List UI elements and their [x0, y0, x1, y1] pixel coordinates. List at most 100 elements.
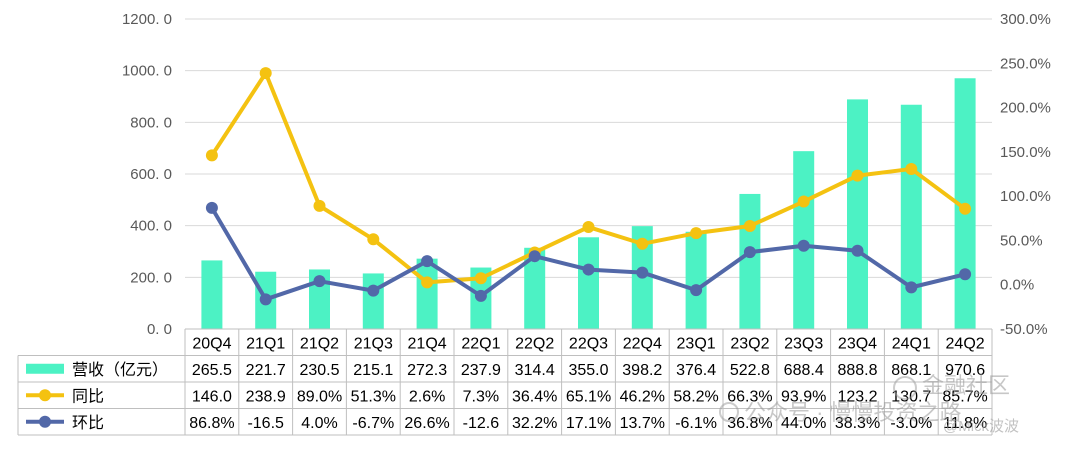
qoq-point	[528, 250, 541, 263]
right-tick-label: 0.0%	[1000, 277, 1034, 294]
table-cell: 314.4	[515, 362, 555, 379]
qoq-point	[205, 201, 218, 214]
table-cell: -16.5	[247, 415, 284, 432]
table-cell: 85.7%	[942, 388, 987, 405]
table-cell: 86.8%	[189, 415, 234, 432]
table-cell: 215.1	[353, 362, 393, 379]
category-label: 22Q3	[569, 335, 608, 352]
qoq-point	[797, 239, 810, 252]
category-label: 20Q4	[192, 335, 231, 352]
table-cell: 230.5	[299, 362, 339, 379]
table-cell: 355.0	[568, 362, 608, 379]
revenue-bar	[416, 258, 438, 329]
category-label: 21Q3	[354, 335, 393, 352]
left-tick-label: 1200. 0	[122, 11, 172, 28]
table-cell: 17.1%	[566, 415, 611, 432]
qoq-point	[636, 266, 649, 279]
yoy-point	[959, 202, 972, 215]
qoq-point	[582, 263, 595, 276]
table-cell: 376.4	[676, 362, 716, 379]
left-tick-label: 400. 0	[130, 218, 172, 235]
right-tick-label: 250.0%	[1000, 55, 1051, 72]
left-axis-ticks: 0. 0 200. 0 400. 0 600. 0 800. 0 1000. 0 1200.…	[122, 11, 172, 338]
category-label: 24Q2	[946, 335, 985, 352]
right-tick-label: 300.0%	[1000, 11, 1051, 28]
yoy-point	[636, 237, 649, 250]
table-cell: -6.1%	[675, 415, 717, 432]
right-tick-label: 150.0%	[1000, 144, 1051, 161]
yoy-point	[851, 169, 864, 182]
yoy-point	[582, 221, 595, 234]
table-cell: 46.2%	[620, 388, 665, 405]
yoy-point	[205, 149, 218, 162]
table-cell: 58.2%	[673, 388, 718, 405]
yoy-point	[367, 233, 380, 246]
qoq-series	[205, 201, 972, 306]
left-tick-label: 800. 0	[130, 114, 172, 131]
table-cell: 237.9	[461, 362, 501, 379]
category-label: 22Q4	[623, 335, 662, 352]
table-cell: -3.0%	[890, 415, 932, 432]
table-cell: 11.8%	[943, 415, 987, 432]
table-cell: -6.7%	[352, 415, 394, 432]
qoq-point	[851, 244, 864, 257]
legend-label: 环比	[72, 414, 104, 432]
table-cell: 238.9	[246, 388, 286, 405]
revenue-bar	[847, 99, 868, 329]
right-tick-label: 50.0%	[1000, 232, 1043, 249]
table-cell: 130.7	[891, 388, 931, 405]
revenue-bar	[578, 237, 599, 329]
table-cell: 688.4	[784, 362, 824, 379]
table-cell: 146.0	[192, 388, 232, 405]
table-cell: 123.2	[837, 388, 877, 405]
table-cell: 13.7%	[620, 415, 665, 432]
yoy-point	[690, 227, 703, 240]
qoq-point	[367, 284, 380, 297]
table-cell: 51.3%	[351, 388, 396, 405]
table-cell: 36.4%	[512, 388, 557, 405]
table-cell: 2.6%	[409, 388, 445, 405]
category-label: 23Q1	[677, 335, 716, 352]
table-cell: 272.3	[407, 362, 447, 379]
category-label: 21Q1	[246, 335, 285, 352]
right-tick-label: 200.0%	[1000, 100, 1051, 117]
legend-label: 同比	[72, 387, 104, 405]
table-cell: 44.0%	[781, 415, 826, 432]
yoy-point	[797, 195, 810, 208]
category-label: 23Q3	[784, 335, 823, 352]
table-cell: 93.9%	[781, 388, 826, 405]
right-axis-ticks: -50.0% 0.0% 50.0% 100.0% 150.0% 200.0% 250.0% 3…	[1000, 11, 1051, 338]
table-cell: 970.6	[945, 362, 985, 379]
table-cell: 7.3%	[463, 388, 499, 405]
legend-swatch-marker	[39, 389, 51, 402]
qoq-point	[905, 281, 918, 294]
yoy-point	[474, 272, 487, 285]
legend-swatch-marker	[39, 415, 51, 428]
yoy-point	[421, 276, 434, 289]
yoy-series	[205, 67, 972, 289]
legend-swatch-bar	[26, 363, 64, 374]
table-cell: 221.7	[246, 362, 286, 379]
revenue-bar	[201, 260, 223, 329]
data-table: 20Q4 21Q1 21Q2 21Q3 21Q4 22Q1 22Q2 22Q3 22Q4 23Q1…	[17, 328, 993, 436]
table-cell: 32.2%	[512, 415, 557, 432]
category-label: 22Q2	[515, 335, 554, 352]
category-label: 21Q4	[408, 335, 447, 352]
table-cell: 66.3%	[727, 388, 772, 405]
category-label: 24Q1	[892, 335, 931, 352]
left-tick-label: 600. 0	[130, 166, 172, 183]
category-label: 23Q2	[730, 335, 769, 352]
revenue-bar	[900, 104, 922, 329]
table-cell: 265.5	[192, 362, 232, 379]
table-cell: 26.6%	[404, 415, 449, 432]
table-cell: 38.3%	[835, 415, 880, 432]
legend-label: 营收（亿元）	[72, 361, 168, 379]
table-cell: 522.8	[730, 362, 770, 379]
revenue-bar	[739, 193, 761, 329]
qoq-point	[743, 246, 756, 259]
right-tick-label: 100.0%	[1000, 188, 1051, 205]
qoq-point	[421, 255, 434, 268]
table-cell: -12.6	[463, 415, 500, 432]
qoq-point	[690, 284, 703, 297]
